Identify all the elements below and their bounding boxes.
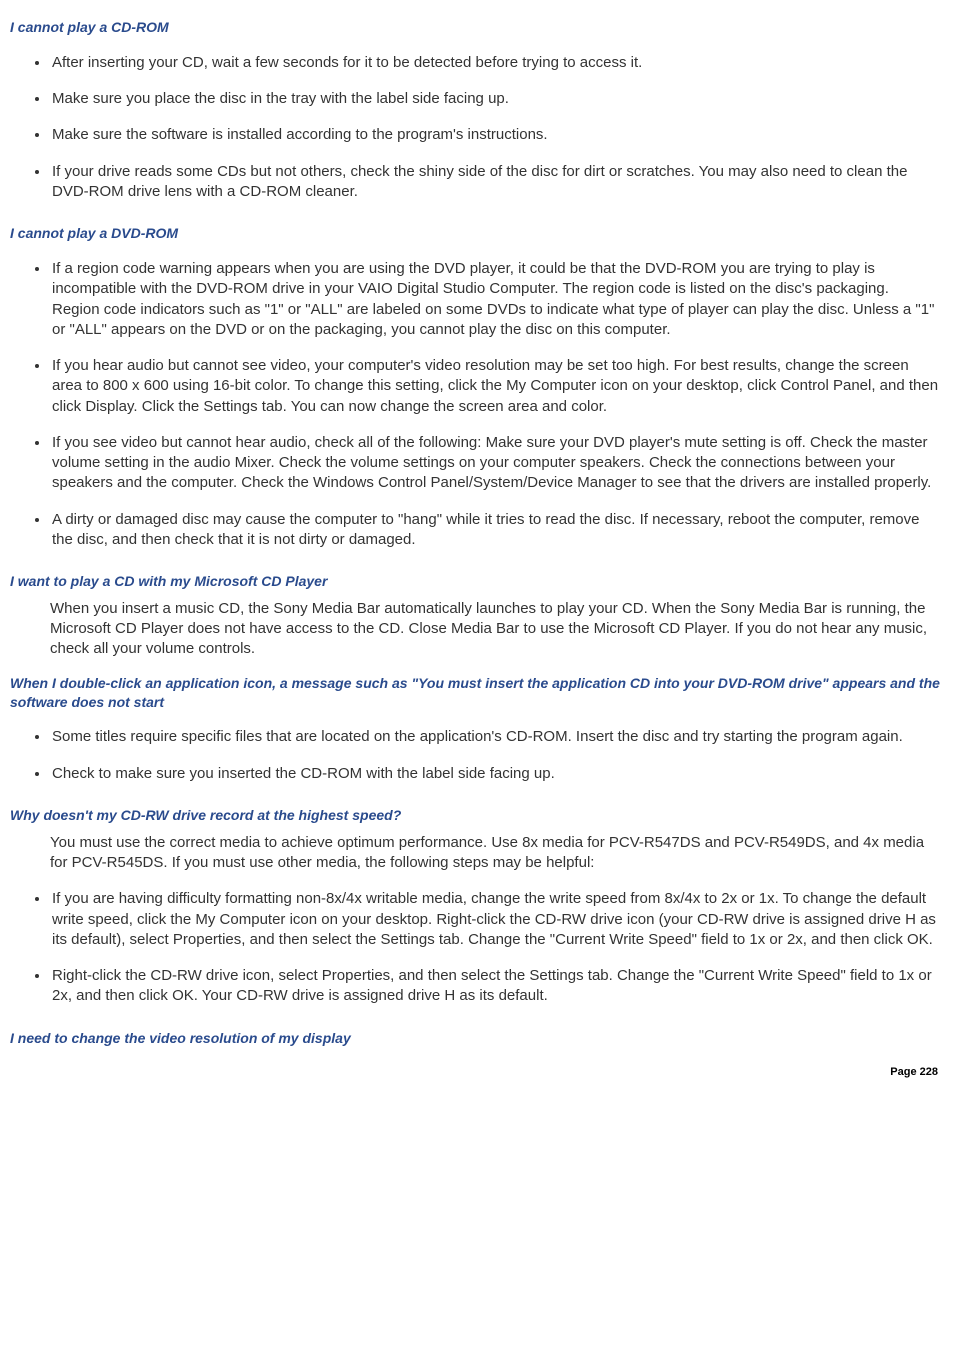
section-heading: I cannot play a DVD-ROM	[10, 224, 944, 243]
list-item: Right-click the CD-RW drive icon, select…	[50, 958, 944, 1015]
list-item: Check to make sure you inserted the CD-R…	[50, 756, 944, 792]
list-item: Make sure the software is installed acco…	[50, 117, 944, 153]
list-item: If you are having difficulty formatting …	[50, 881, 944, 958]
paragraph: When you insert a music CD, the Sony Med…	[50, 599, 944, 660]
page-number: Page 228	[10, 1065, 944, 1080]
list-item: Some titles require specific files that …	[50, 719, 944, 755]
bullet-list: If you are having difficulty formatting …	[50, 881, 944, 1014]
list-item: A dirty or damaged disc may cause the co…	[50, 502, 944, 559]
list-item: If you hear audio but cannot see video, …	[50, 348, 944, 425]
list-item: If your drive reads some CDs but not oth…	[50, 154, 944, 211]
bullet-list: After inserting your CD, wait a few seco…	[50, 45, 944, 210]
section-heading: When I double-click an application icon,…	[10, 674, 944, 712]
bullet-list: If a region code warning appears when yo…	[50, 251, 944, 558]
list-item: After inserting your CD, wait a few seco…	[50, 45, 944, 81]
list-item: If a region code warning appears when yo…	[50, 251, 944, 348]
document-body: I cannot play a CD-ROM After inserting yo…	[10, 18, 944, 1047]
bullet-list: Some titles require specific files that …	[50, 719, 944, 792]
section-heading: Why doesn't my CD-RW drive record at the…	[10, 806, 944, 825]
paragraph: You must use the correct media to achiev…	[50, 833, 944, 874]
section-heading: I want to play a CD with my Microsoft CD…	[10, 572, 944, 591]
list-item: Make sure you place the disc in the tray…	[50, 81, 944, 117]
section-heading: I need to change the video resolution of…	[10, 1029, 944, 1048]
section-heading: I cannot play a CD-ROM	[10, 18, 944, 37]
list-item: If you see video but cannot hear audio, …	[50, 425, 944, 502]
